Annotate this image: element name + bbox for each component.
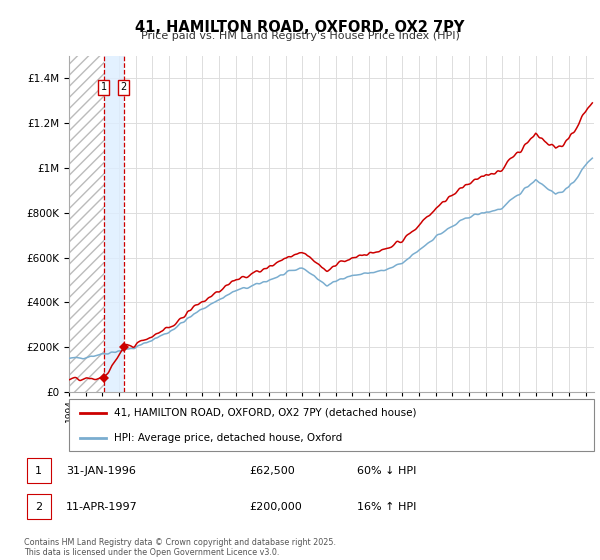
Text: £62,500: £62,500 <box>250 465 295 475</box>
Text: Contains HM Land Registry data © Crown copyright and database right 2025.
This d: Contains HM Land Registry data © Crown c… <box>24 538 336 557</box>
Text: 1: 1 <box>35 465 42 475</box>
Text: 31-JAN-1996: 31-JAN-1996 <box>66 465 136 475</box>
FancyBboxPatch shape <box>27 494 50 519</box>
Text: 60% ↓ HPI: 60% ↓ HPI <box>357 465 416 475</box>
Text: 1: 1 <box>101 82 107 92</box>
Text: 41, HAMILTON ROAD, OXFORD, OX2 7PY (detached house): 41, HAMILTON ROAD, OXFORD, OX2 7PY (deta… <box>113 408 416 418</box>
Bar <box>69 56 104 392</box>
Text: 41, HAMILTON ROAD, OXFORD, OX2 7PY: 41, HAMILTON ROAD, OXFORD, OX2 7PY <box>136 20 464 35</box>
FancyBboxPatch shape <box>27 458 50 483</box>
Text: £200,000: £200,000 <box>250 502 302 512</box>
FancyBboxPatch shape <box>69 399 594 451</box>
Bar <box>104 56 124 392</box>
Text: 2: 2 <box>121 82 127 92</box>
Text: Price paid vs. HM Land Registry's House Price Index (HPI): Price paid vs. HM Land Registry's House … <box>140 31 460 41</box>
Text: 2: 2 <box>35 502 42 512</box>
Text: HPI: Average price, detached house, Oxford: HPI: Average price, detached house, Oxfo… <box>113 433 342 443</box>
Text: 16% ↑ HPI: 16% ↑ HPI <box>357 502 416 512</box>
Text: 11-APR-1997: 11-APR-1997 <box>66 502 138 512</box>
